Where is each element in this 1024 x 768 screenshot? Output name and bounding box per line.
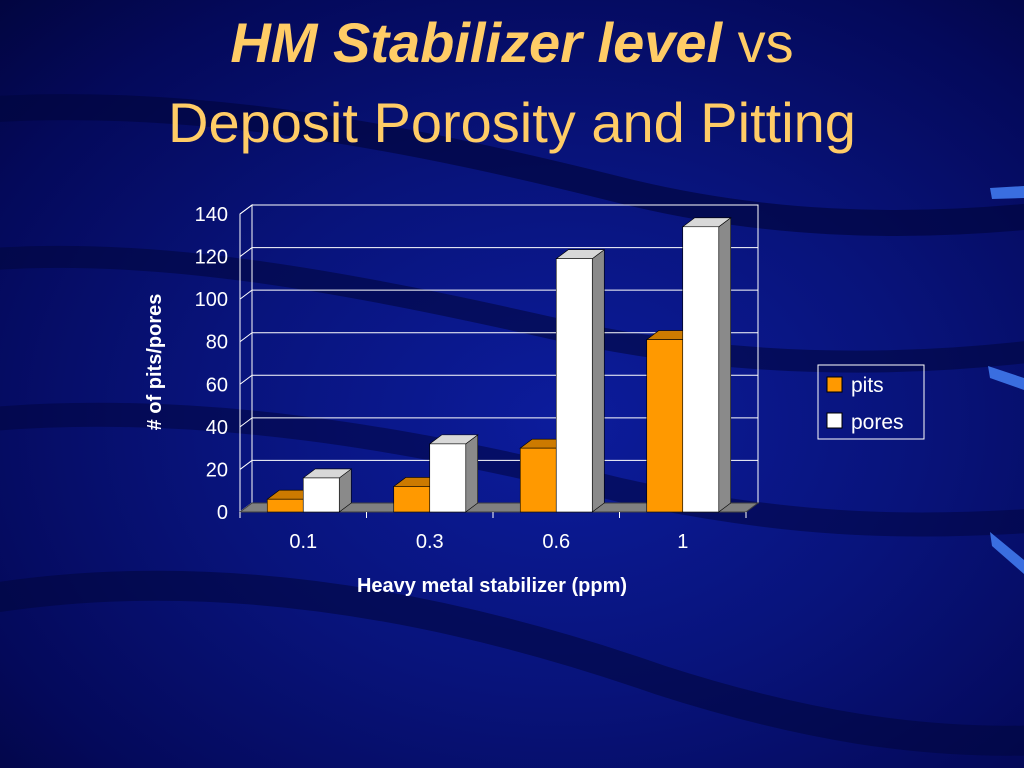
bar-side [465, 434, 479, 513]
x-tick-label: 0.3 [416, 531, 444, 553]
bar-front [682, 226, 720, 513]
y-tick-label: 40 [206, 417, 228, 439]
y-tick-label: 120 [195, 247, 228, 269]
x-axis-title: Heavy metal stabilizer (ppm) [357, 575, 627, 597]
slide-title-line1: HM Stabilizer level vs [0, 8, 1024, 78]
gridline-side [239, 204, 253, 215]
gridline-side [239, 460, 253, 470]
bar-pores-0.6 [555, 249, 606, 513]
gridline-side [239, 289, 253, 300]
bar-side [591, 249, 605, 513]
bar-front [429, 443, 467, 513]
x-tick-label: 0.6 [542, 531, 570, 553]
gridline-side [239, 332, 253, 343]
bar-front [302, 477, 340, 513]
y-tick-label: 20 [206, 459, 228, 481]
gridline-side [239, 374, 253, 385]
bar-pores-0.3 [428, 434, 479, 513]
x-tick-label: 0.1 [289, 531, 317, 553]
x-axis-ticks: 0.1 0.3 0.6 1 [239, 512, 747, 553]
y-tick-label: 100 [195, 289, 228, 311]
bar-front [646, 339, 684, 513]
y-axis-ticks: 0 20 40 60 80 100 120 140 [195, 204, 228, 524]
title-emphasis: HM Stabilizer level [230, 11, 723, 74]
legend-label-pits: pits [851, 374, 884, 397]
gridline-side [239, 417, 253, 428]
legend-label-pores: pores [851, 411, 904, 434]
chart-side-wall [239, 204, 253, 513]
bar-front [393, 486, 431, 513]
chart-bars [266, 217, 732, 513]
legend-swatch-pores [826, 412, 843, 429]
slide-title-line2: Deposit Porosity and Pitting [168, 91, 856, 154]
y-tick-label: 80 [206, 332, 228, 354]
y-axis-title: # of pits/pores [144, 294, 166, 431]
bar-front [555, 258, 593, 513]
y-tick-label: 60 [206, 374, 228, 396]
legend-box [817, 364, 925, 440]
y-tick-label: 0 [217, 502, 228, 524]
bar-side [718, 217, 732, 513]
title-connector: vs [722, 11, 794, 74]
x-tick-label: 1 [677, 531, 688, 553]
bar-front [519, 447, 557, 513]
bar-front [266, 498, 304, 513]
gridline-side [239, 247, 253, 257]
chart-legend: pits pores [817, 364, 925, 440]
bar-pores-0.1 [302, 468, 353, 513]
bar-pores-1 [681, 217, 732, 513]
y-tick-label: 140 [195, 204, 228, 226]
legend-swatch-pits [826, 376, 843, 393]
